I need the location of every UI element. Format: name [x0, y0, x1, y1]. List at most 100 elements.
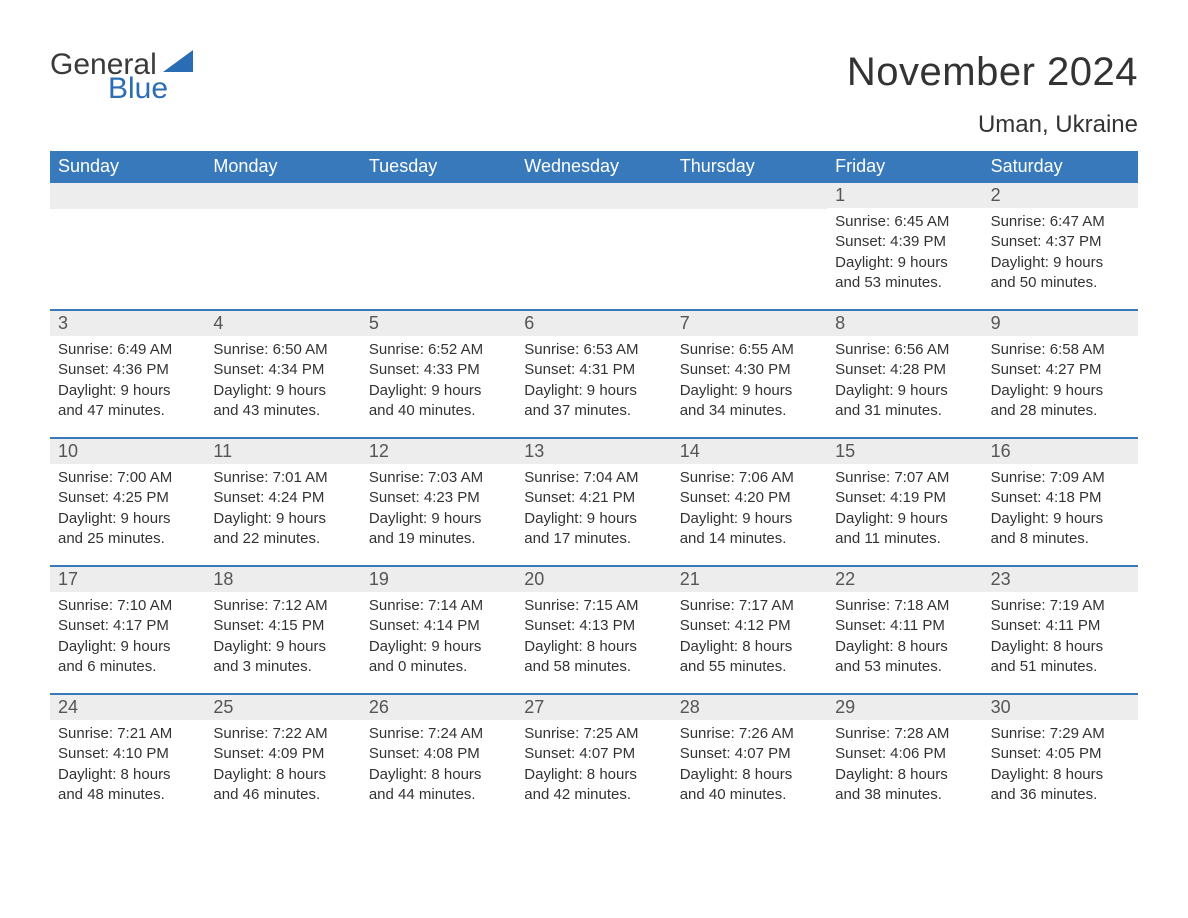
day-cell: 23Sunrise: 7:19 AMSunset: 4:11 PMDayligh…	[983, 567, 1138, 693]
day-body: Sunrise: 7:07 AMSunset: 4:19 PMDaylight:…	[827, 464, 982, 555]
daylight-line: Daylight: 9 hours and 0 minutes.	[369, 637, 508, 678]
sunset-line: Sunset: 4:17 PM	[58, 616, 197, 636]
day-number: 21	[672, 567, 827, 592]
empty-day-cell	[516, 183, 671, 309]
sunset-line: Sunset: 4:19 PM	[835, 488, 974, 508]
day-number: 2	[983, 183, 1138, 208]
day-number: 17	[50, 567, 205, 592]
weekday-header: Wednesday	[516, 151, 671, 183]
daylight-line: Daylight: 8 hours and 38 minutes.	[835, 765, 974, 806]
sunrise-line: Sunrise: 7:24 AM	[369, 724, 508, 744]
sunset-line: Sunset: 4:37 PM	[991, 232, 1130, 252]
empty-daynum-bar	[50, 183, 205, 209]
daylight-line: Daylight: 9 hours and 6 minutes.	[58, 637, 197, 678]
sunset-line: Sunset: 4:30 PM	[680, 360, 819, 380]
day-cell: 14Sunrise: 7:06 AMSunset: 4:20 PMDayligh…	[672, 439, 827, 565]
sunset-line: Sunset: 4:39 PM	[835, 232, 974, 252]
weekday-header-row: SundayMondayTuesdayWednesdayThursdayFrid…	[50, 151, 1138, 183]
day-number: 23	[983, 567, 1138, 592]
day-cell: 29Sunrise: 7:28 AMSunset: 4:06 PMDayligh…	[827, 695, 982, 811]
sunrise-line: Sunrise: 6:55 AM	[680, 340, 819, 360]
day-body: Sunrise: 7:22 AMSunset: 4:09 PMDaylight:…	[205, 720, 360, 811]
sunrise-line: Sunrise: 7:14 AM	[369, 596, 508, 616]
sunset-line: Sunset: 4:36 PM	[58, 360, 197, 380]
daylight-line: Daylight: 9 hours and 14 minutes.	[680, 509, 819, 550]
sunrise-line: Sunrise: 7:28 AM	[835, 724, 974, 744]
day-body: Sunrise: 7:21 AMSunset: 4:10 PMDaylight:…	[50, 720, 205, 811]
day-body: Sunrise: 6:55 AMSunset: 4:30 PMDaylight:…	[672, 336, 827, 427]
day-cell: 5Sunrise: 6:52 AMSunset: 4:33 PMDaylight…	[361, 311, 516, 437]
day-number: 4	[205, 311, 360, 336]
day-body: Sunrise: 7:10 AMSunset: 4:17 PMDaylight:…	[50, 592, 205, 683]
day-cell: 9Sunrise: 6:58 AMSunset: 4:27 PMDaylight…	[983, 311, 1138, 437]
day-number: 26	[361, 695, 516, 720]
day-body: Sunrise: 7:00 AMSunset: 4:25 PMDaylight:…	[50, 464, 205, 555]
day-body: Sunrise: 7:29 AMSunset: 4:05 PMDaylight:…	[983, 720, 1138, 811]
sunset-line: Sunset: 4:15 PM	[213, 616, 352, 636]
day-cell: 19Sunrise: 7:14 AMSunset: 4:14 PMDayligh…	[361, 567, 516, 693]
day-number: 28	[672, 695, 827, 720]
title-block: November 2024 Uman, Ukraine	[847, 50, 1138, 139]
empty-daynum-bar	[361, 183, 516, 209]
day-cell: 4Sunrise: 6:50 AMSunset: 4:34 PMDaylight…	[205, 311, 360, 437]
sunrise-line: Sunrise: 7:25 AM	[524, 724, 663, 744]
day-cell: 24Sunrise: 7:21 AMSunset: 4:10 PMDayligh…	[50, 695, 205, 811]
day-body: Sunrise: 6:50 AMSunset: 4:34 PMDaylight:…	[205, 336, 360, 427]
day-number: 3	[50, 311, 205, 336]
daylight-line: Daylight: 9 hours and 11 minutes.	[835, 509, 974, 550]
sunset-line: Sunset: 4:11 PM	[991, 616, 1130, 636]
week-row: 3Sunrise: 6:49 AMSunset: 4:36 PMDaylight…	[50, 309, 1138, 437]
daylight-line: Daylight: 9 hours and 47 minutes.	[58, 381, 197, 422]
day-number: 14	[672, 439, 827, 464]
empty-day-cell	[50, 183, 205, 309]
day-cell: 25Sunrise: 7:22 AMSunset: 4:09 PMDayligh…	[205, 695, 360, 811]
day-body: Sunrise: 6:45 AMSunset: 4:39 PMDaylight:…	[827, 208, 982, 299]
sunset-line: Sunset: 4:14 PM	[369, 616, 508, 636]
sunset-line: Sunset: 4:06 PM	[835, 744, 974, 764]
sunset-line: Sunset: 4:24 PM	[213, 488, 352, 508]
sunset-line: Sunset: 4:27 PM	[991, 360, 1130, 380]
sunrise-line: Sunrise: 7:03 AM	[369, 468, 508, 488]
week-row: 1Sunrise: 6:45 AMSunset: 4:39 PMDaylight…	[50, 183, 1138, 309]
day-cell: 6Sunrise: 6:53 AMSunset: 4:31 PMDaylight…	[516, 311, 671, 437]
day-number: 6	[516, 311, 671, 336]
location-label: Uman, Ukraine	[847, 111, 1138, 139]
daylight-line: Daylight: 9 hours and 50 minutes.	[991, 253, 1130, 294]
daylight-line: Daylight: 9 hours and 8 minutes.	[991, 509, 1130, 550]
day-body: Sunrise: 6:52 AMSunset: 4:33 PMDaylight:…	[361, 336, 516, 427]
sunset-line: Sunset: 4:12 PM	[680, 616, 819, 636]
day-number: 30	[983, 695, 1138, 720]
day-body: Sunrise: 7:24 AMSunset: 4:08 PMDaylight:…	[361, 720, 516, 811]
weekday-header: Monday	[205, 151, 360, 183]
sunset-line: Sunset: 4:07 PM	[680, 744, 819, 764]
sunrise-line: Sunrise: 6:45 AM	[835, 212, 974, 232]
day-body: Sunrise: 7:25 AMSunset: 4:07 PMDaylight:…	[516, 720, 671, 811]
day-number: 25	[205, 695, 360, 720]
day-cell: 12Sunrise: 7:03 AMSunset: 4:23 PMDayligh…	[361, 439, 516, 565]
sunrise-line: Sunrise: 7:21 AM	[58, 724, 197, 744]
sunrise-line: Sunrise: 7:12 AM	[213, 596, 352, 616]
sunrise-line: Sunrise: 6:53 AM	[524, 340, 663, 360]
weekday-header: Sunday	[50, 151, 205, 183]
day-body: Sunrise: 7:17 AMSunset: 4:12 PMDaylight:…	[672, 592, 827, 683]
daylight-line: Daylight: 9 hours and 17 minutes.	[524, 509, 663, 550]
day-number: 7	[672, 311, 827, 336]
day-cell: 18Sunrise: 7:12 AMSunset: 4:15 PMDayligh…	[205, 567, 360, 693]
day-body: Sunrise: 6:58 AMSunset: 4:27 PMDaylight:…	[983, 336, 1138, 427]
daylight-line: Daylight: 8 hours and 55 minutes.	[680, 637, 819, 678]
sunrise-line: Sunrise: 6:50 AM	[213, 340, 352, 360]
sunset-line: Sunset: 4:10 PM	[58, 744, 197, 764]
sunrise-line: Sunrise: 7:18 AM	[835, 596, 974, 616]
day-body: Sunrise: 7:19 AMSunset: 4:11 PMDaylight:…	[983, 592, 1138, 683]
sunrise-line: Sunrise: 6:47 AM	[991, 212, 1130, 232]
sunrise-line: Sunrise: 7:19 AM	[991, 596, 1130, 616]
daylight-line: Daylight: 8 hours and 58 minutes.	[524, 637, 663, 678]
week-row: 24Sunrise: 7:21 AMSunset: 4:10 PMDayligh…	[50, 693, 1138, 811]
day-number: 20	[516, 567, 671, 592]
daylight-line: Daylight: 9 hours and 22 minutes.	[213, 509, 352, 550]
daylight-line: Daylight: 9 hours and 28 minutes.	[991, 381, 1130, 422]
day-body: Sunrise: 7:28 AMSunset: 4:06 PMDaylight:…	[827, 720, 982, 811]
daylight-line: Daylight: 8 hours and 51 minutes.	[991, 637, 1130, 678]
sunset-line: Sunset: 4:18 PM	[991, 488, 1130, 508]
day-cell: 17Sunrise: 7:10 AMSunset: 4:17 PMDayligh…	[50, 567, 205, 693]
